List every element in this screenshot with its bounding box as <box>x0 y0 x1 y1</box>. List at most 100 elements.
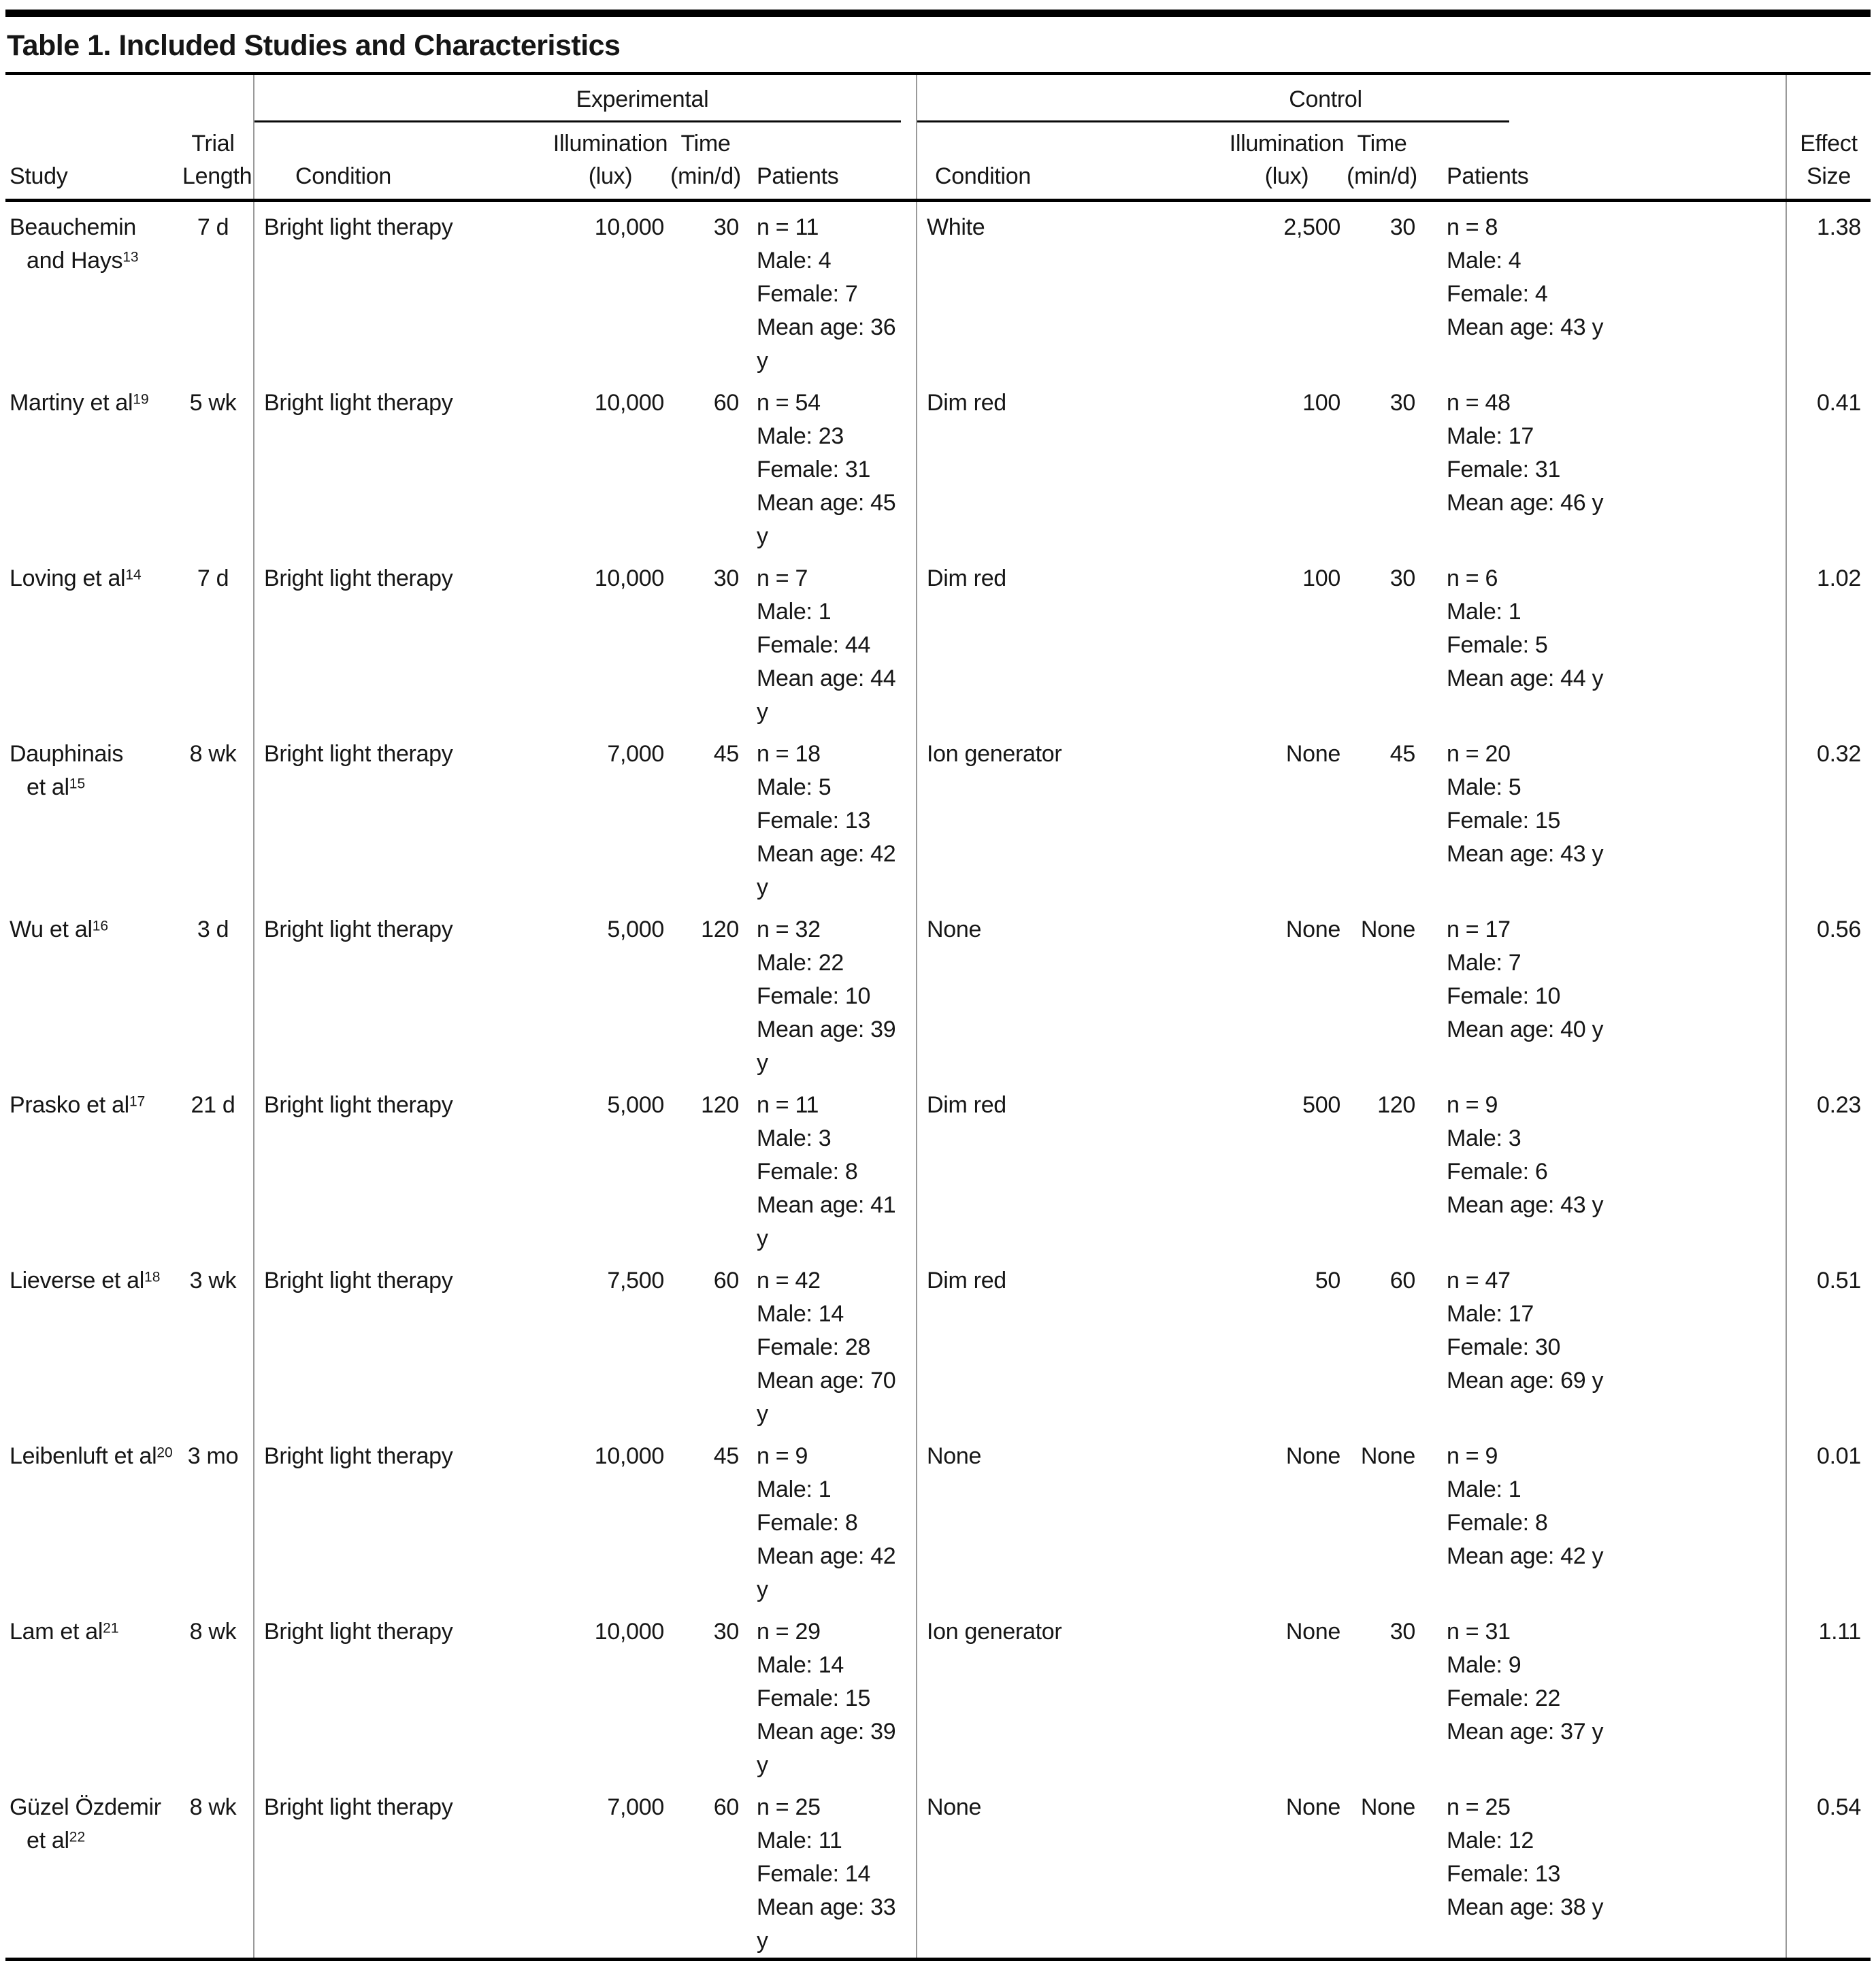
trial-length-cell: 3 wk <box>189 1268 237 1293</box>
ctrl-illumination-cell: 2,500 <box>1283 214 1340 240</box>
ctrl-patients-cell: n = 8 Male: 4 Female: 4 Mean age: 43 y <box>1419 202 1786 378</box>
column-group-control: Control <box>916 75 1786 122</box>
ctrl-condition-cell: Ion generator <box>916 1606 1229 1782</box>
ctrl-time-cell: 45 <box>1389 741 1416 767</box>
exp-patients-age: Mean age: 44 y <box>757 665 896 725</box>
ctrl-patients-cell: n = 9 Male: 3 Female: 6 Mean age: 43 y <box>1419 1080 1786 1255</box>
ctrl-patients-age: Mean age: 38 y <box>1447 1894 1604 1920</box>
exp-patients-male: Male: 1 <box>757 599 832 625</box>
header-exp-illumination: Illumination (lux) <box>553 131 668 189</box>
ctrl-condition-cell: Dim red <box>916 553 1229 729</box>
header-spacer-2 <box>906 122 916 199</box>
exp-condition-cell: Bright light therapy <box>253 1782 553 1958</box>
header-exp-patients: Patients <box>757 163 839 189</box>
header-study: Study <box>10 163 68 189</box>
exp-time-cell: 30 <box>713 565 740 591</box>
spacer-cell <box>906 378 916 553</box>
effect-size-cell: 1.11 <box>1786 1606 1871 1782</box>
study-name-line1: Beauchemin <box>10 214 137 240</box>
ctrl-illumination-cell: 100 <box>1302 390 1340 416</box>
table-row: Beauchemin and Hays13 7 d Bright light t… <box>5 202 1871 378</box>
exp-patients-male: Male: 14 <box>757 1652 844 1678</box>
exp-patients-female: Female: 14 <box>757 1861 871 1887</box>
exp-condition-cell: Bright light therapy <box>253 1606 553 1782</box>
ctrl-patients-female: Female: 30 <box>1447 1334 1561 1360</box>
ctrl-patients-n: n = 20 <box>1447 741 1511 767</box>
ctrl-patients-age: Mean age: 43 y <box>1447 1192 1604 1218</box>
exp-patients-n: n = 32 <box>757 917 821 942</box>
ctrl-patients-male: Male: 17 <box>1447 1301 1534 1327</box>
reference-superscript: 16 <box>92 918 109 934</box>
ctrl-condition-cell: Ion generator <box>916 729 1229 904</box>
ctrl-patients-age: Mean age: 40 y <box>1447 1017 1604 1042</box>
ctrl-patients-n: n = 47 <box>1447 1268 1511 1293</box>
ctrl-illumination-cell: None <box>1285 1443 1340 1469</box>
ctrl-patients-age: Mean age: 69 y <box>1447 1368 1604 1394</box>
study-cell: Martiny et al19 <box>5 378 182 553</box>
exp-patients-n: n = 42 <box>757 1268 821 1293</box>
trial-length-cell: 21 d <box>191 1092 235 1118</box>
ctrl-patients-age: Mean age: 43 y <box>1447 314 1604 340</box>
exp-patients-cell: n = 42 Male: 14 Female: 28 Mean age: 70 … <box>743 1255 906 1431</box>
ctrl-patients-cell: n = 9 Male: 1 Female: 8 Mean age: 42 y <box>1419 1431 1786 1606</box>
title-rule <box>5 72 1871 75</box>
ctrl-condition-cell: Dim red <box>916 378 1229 553</box>
exp-patients-n: n = 11 <box>757 214 819 240</box>
ctrl-patients-cell: n = 17 Male: 7 Female: 10 Mean age: 40 y <box>1419 904 1786 1080</box>
table-row: Lieverse et al18 3 wk Bright light thera… <box>5 1255 1871 1431</box>
header-row: Study Trial Length Condition Illumination… <box>5 122 1871 202</box>
exp-patients-cell: n = 11 Male: 4 Female: 7 Mean age: 36 y <box>743 202 906 378</box>
spacer-cell <box>906 1606 916 1782</box>
ctrl-patients-cell: n = 47 Male: 17 Female: 30 Mean age: 69 … <box>1419 1255 1786 1431</box>
exp-illumination-cell: 10,000 <box>594 1619 665 1645</box>
column-group-experimental: Experimental <box>253 75 906 122</box>
ctrl-patients-male: Male: 1 <box>1447 599 1521 625</box>
ctrl-patients-age: Mean age: 44 y <box>1447 665 1604 691</box>
ctrl-patients-male: Male: 1 <box>1447 1477 1521 1502</box>
ctrl-patients-cell: n = 25 Male: 12 Female: 13 Mean age: 38 … <box>1419 1782 1786 1958</box>
study-name-line1: Wu et al16 <box>10 917 109 942</box>
exp-patients-male: Male: 14 <box>757 1301 844 1327</box>
spacer-cell <box>244 1255 253 1431</box>
study-cell: Prasko et al17 <box>5 1080 182 1255</box>
effect-size-cell: 1.38 <box>1786 202 1871 378</box>
study-name-line1: Güzel Özdemir <box>10 1794 161 1820</box>
study-cell: Lam et al21 <box>5 1606 182 1782</box>
exp-patients-male: Male: 4 <box>757 248 832 274</box>
reference-superscript: 21 <box>103 1620 119 1636</box>
exp-time-cell: 60 <box>713 390 740 416</box>
exp-patients-age: Mean age: 42 y <box>757 841 896 900</box>
spacer-cell <box>906 1080 916 1255</box>
ctrl-time-cell: 30 <box>1389 390 1416 416</box>
header-group-spacer-effect <box>1786 75 1871 122</box>
ctrl-patients-female: Female: 8 <box>1447 1510 1548 1536</box>
table-row: Güzel Özdemir et al22 8 wk Bright light … <box>5 1782 1871 1958</box>
exp-patients-male: Male: 11 <box>757 1828 842 1853</box>
exp-patients-age: Mean age: 39 y <box>757 1017 896 1076</box>
exp-patients-cell: n = 54 Male: 23 Female: 31 Mean age: 45 … <box>743 378 906 553</box>
study-cell: Güzel Özdemir et al22 <box>5 1782 182 1958</box>
spacer-cell <box>244 904 253 1080</box>
study-name-line2: and Hays13 <box>27 248 139 274</box>
exp-patients-cell: n = 11 Male: 3 Female: 8 Mean age: 41 y <box>743 1080 906 1255</box>
study-name-line2: et al15 <box>27 774 86 800</box>
study-name-line1: Lam et al21 <box>10 1619 119 1645</box>
exp-illumination-cell: 10,000 <box>594 214 665 240</box>
exp-patients-female: Female: 44 <box>757 632 871 658</box>
exp-time-cell: 60 <box>713 1268 740 1293</box>
exp-patients-female: Female: 31 <box>757 457 871 482</box>
header-ctrl-illumination: Illumination (lux) <box>1229 131 1345 189</box>
top-rule <box>5 10 1871 17</box>
header-exp-time: Time (min/d) <box>670 131 741 189</box>
effect-size-cell: 0.51 <box>1786 1255 1871 1431</box>
table-body: Beauchemin and Hays13 7 d Bright light t… <box>5 202 1871 1961</box>
ctrl-patients-n: n = 9 <box>1447 1443 1498 1469</box>
ctrl-patients-n: n = 6 <box>1447 565 1498 591</box>
exp-patients-n: n = 25 <box>757 1794 821 1820</box>
ctrl-time-cell: 60 <box>1389 1268 1416 1293</box>
exp-condition-cell: Bright light therapy <box>253 729 553 904</box>
ctrl-patients-age: Mean age: 46 y <box>1447 490 1604 516</box>
ctrl-patients-male: Male: 3 <box>1447 1125 1521 1151</box>
ctrl-patients-female: Female: 31 <box>1447 457 1561 482</box>
effect-size-cell: 1.02 <box>1786 553 1871 729</box>
